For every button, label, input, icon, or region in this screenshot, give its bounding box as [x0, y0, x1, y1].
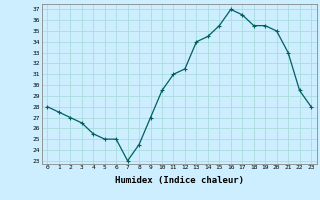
X-axis label: Humidex (Indice chaleur): Humidex (Indice chaleur) [115, 176, 244, 185]
